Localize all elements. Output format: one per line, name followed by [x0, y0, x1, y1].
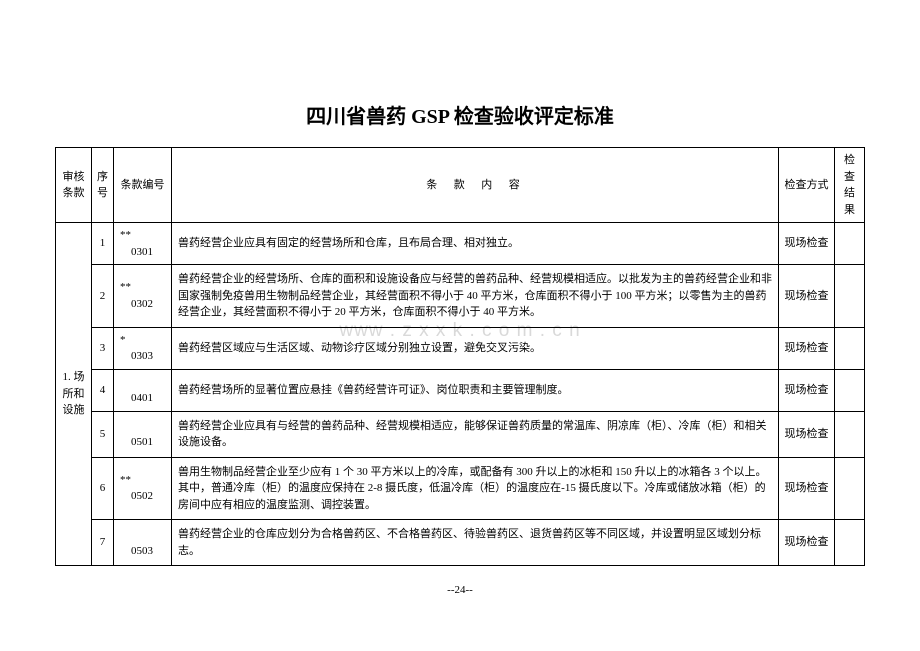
- result-cell: [835, 265, 865, 328]
- seq-cell: 5: [92, 411, 114, 457]
- method-cell: 现场检查: [779, 369, 835, 411]
- table-header-row: 审核 条款 序号 条款编号 条款内容 检查方式 检查 结果: [56, 148, 865, 223]
- result-cell: [835, 223, 865, 265]
- code-cell: ** 0301: [114, 223, 172, 265]
- code-cell: 0501: [114, 411, 172, 457]
- col-header-result: 检查 结果: [835, 148, 865, 223]
- result-cell: [835, 457, 865, 520]
- code-cell: 0401: [114, 369, 172, 411]
- seq-cell: 3: [92, 327, 114, 369]
- result-cell: [835, 327, 865, 369]
- result-cell: [835, 411, 865, 457]
- col-header-group: 审核 条款: [56, 148, 92, 223]
- table-row: 1. 场所和设施1** 0301兽药经营企业应具有固定的经营场所和仓库，且布局合…: [56, 223, 865, 265]
- page-title: 四川省兽药 GSP 检查验收评定标准: [55, 100, 865, 129]
- table-row: 7 0503兽药经营企业的仓库应划分为合格兽药区、不合格兽药区、待验兽药区、退货…: [56, 520, 865, 566]
- col-header-seq: 序号: [92, 148, 114, 223]
- table-row: 2** 0302兽药经营企业的经营场所、仓库的面积和设施设备应与经营的兽药品种、…: [56, 265, 865, 328]
- content-cell: 兽药经营企业的经营场所、仓库的面积和设施设备应与经营的兽药品种、经营规模相适应。…: [172, 265, 779, 328]
- table-row: 3* 0303兽药经营区域应与生活区域、动物诊疗区域分别独立设置，避免交叉污染。…: [56, 327, 865, 369]
- code-cell: ** 0302: [114, 265, 172, 328]
- seq-cell: 7: [92, 520, 114, 566]
- code-cell: ** 0502: [114, 457, 172, 520]
- seq-cell: 6: [92, 457, 114, 520]
- result-cell: [835, 369, 865, 411]
- seq-cell: 2: [92, 265, 114, 328]
- content-cell: 兽药经营场所的显著位置应悬挂《兽药经营许可证》、岗位职责和主要管理制度。: [172, 369, 779, 411]
- table-row: 6** 0502兽用生物制品经营企业至少应有 1 个 30 平方米以上的冷库，或…: [56, 457, 865, 520]
- table-body: 1. 场所和设施1** 0301兽药经营企业应具有固定的经营场所和仓库，且布局合…: [56, 223, 865, 566]
- standards-table: 审核 条款 序号 条款编号 条款内容 检查方式 检查 结果 1. 场所和设施1*…: [55, 147, 865, 566]
- result-cell: [835, 520, 865, 566]
- content-cell: 兽药经营企业的仓库应划分为合格兽药区、不合格兽药区、待验兽药区、退货兽药区等不同…: [172, 520, 779, 566]
- table-row: 4 0401兽药经营场所的显著位置应悬挂《兽药经营许可证》、岗位职责和主要管理制…: [56, 369, 865, 411]
- method-cell: 现场检查: [779, 520, 835, 566]
- col-header-code: 条款编号: [114, 148, 172, 223]
- content-cell: 兽用生物制品经营企业至少应有 1 个 30 平方米以上的冷库，或配备有 300 …: [172, 457, 779, 520]
- col-header-method: 检查方式: [779, 148, 835, 223]
- content-cell: 兽药经营区域应与生活区域、动物诊疗区域分别独立设置，避免交叉污染。: [172, 327, 779, 369]
- content-cell: 兽药经营企业应具有固定的经营场所和仓库，且布局合理、相对独立。: [172, 223, 779, 265]
- page-number: --24--: [0, 584, 920, 596]
- col-header-content: 条款内容: [172, 148, 779, 223]
- table-row: 5 0501兽药经营企业应具有与经营的兽药品种、经营规模相适应，能够保证兽药质量…: [56, 411, 865, 457]
- code-cell: 0503: [114, 520, 172, 566]
- content-cell: 兽药经营企业应具有与经营的兽药品种、经营规模相适应，能够保证兽药质量的常温库、阴…: [172, 411, 779, 457]
- seq-cell: 1: [92, 223, 114, 265]
- group-cell: 1. 场所和设施: [56, 223, 92, 566]
- seq-cell: 4: [92, 369, 114, 411]
- page: 四川省兽药 GSP 检查验收评定标准 审核 条款 序号 条款编号 条款内容 检查…: [0, 0, 920, 566]
- method-cell: 现场检查: [779, 327, 835, 369]
- method-cell: 现场检查: [779, 411, 835, 457]
- code-cell: * 0303: [114, 327, 172, 369]
- method-cell: 现场检查: [779, 265, 835, 328]
- method-cell: 现场检查: [779, 223, 835, 265]
- method-cell: 现场检查: [779, 457, 835, 520]
